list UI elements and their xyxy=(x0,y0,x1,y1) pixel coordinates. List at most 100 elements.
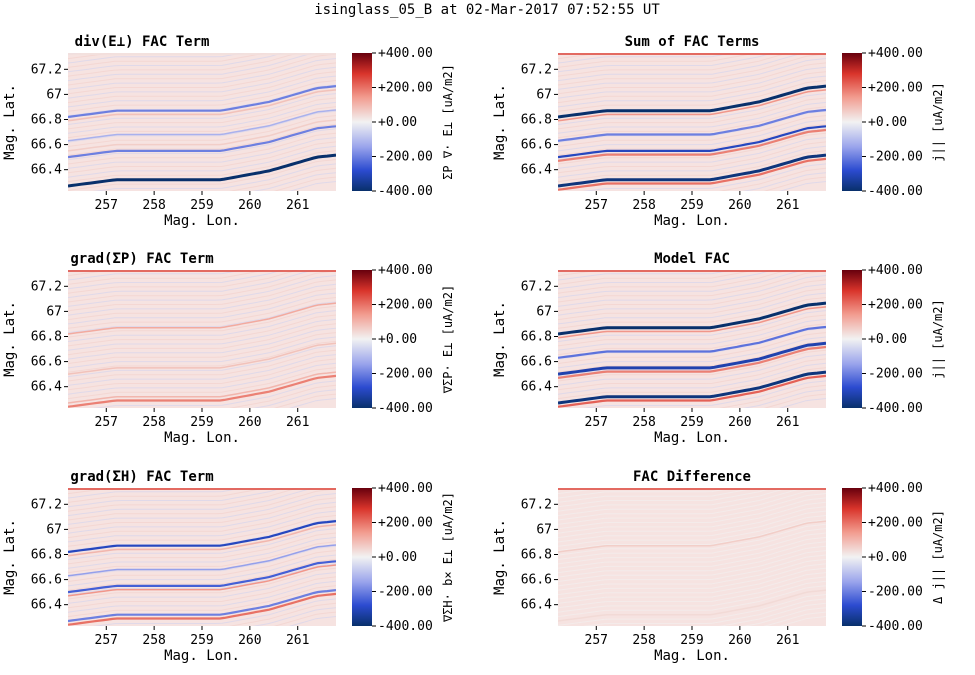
current-arc xyxy=(68,589,336,623)
y-tick-label: 66.8 xyxy=(31,112,62,127)
faint-arc xyxy=(558,93,826,125)
faint-arc xyxy=(558,58,826,90)
field-lines xyxy=(558,270,826,408)
faint-arc xyxy=(68,132,336,165)
colorbar-tick-label: +0.00 xyxy=(378,115,417,130)
faint-arc xyxy=(289,181,336,191)
colorbar-tick-label: -400.00 xyxy=(868,401,923,416)
edge-strip xyxy=(558,488,826,490)
field-lines xyxy=(68,488,336,626)
faint-arc xyxy=(68,318,336,351)
faint-arc xyxy=(68,488,315,517)
faint-arc xyxy=(68,501,336,534)
x-tick-label: 261 xyxy=(776,633,799,648)
faint-arc xyxy=(68,97,336,130)
current-arc xyxy=(558,345,826,379)
y-axis-label: Mag. Lat. xyxy=(492,301,508,377)
faint-arc xyxy=(68,75,336,108)
current-arc xyxy=(68,109,336,142)
faint-arc xyxy=(558,297,826,329)
faint-arc xyxy=(558,53,805,82)
faint-arc xyxy=(68,327,336,360)
y-tick-label: 67.2 xyxy=(521,497,552,512)
faint-arc xyxy=(68,297,336,329)
current-arc xyxy=(558,128,826,162)
current-arc xyxy=(558,125,826,159)
x-tick-label: 259 xyxy=(190,415,213,430)
faint-arc xyxy=(228,602,336,626)
faint-arc xyxy=(558,340,826,373)
faint-arc xyxy=(68,106,336,139)
edge-strip xyxy=(558,53,826,55)
colorbar-tick-label: +0.00 xyxy=(868,332,907,347)
faint-arc xyxy=(763,611,826,626)
current-arc xyxy=(68,342,336,375)
panels: div(E⊥) FAC Term 66.4 66.6 66.8 67 67.2 257 258… xyxy=(2,34,945,664)
y-tick-label: 66.4 xyxy=(521,598,552,613)
x-tick-label: 258 xyxy=(142,198,165,213)
faint-arc xyxy=(558,132,826,165)
faint-arc xyxy=(558,515,826,547)
faint-arc xyxy=(558,545,826,578)
plot-area xyxy=(68,53,336,191)
panel-title: FAC Difference xyxy=(633,469,751,485)
colorbar-tick-label: -200.00 xyxy=(378,585,433,600)
faint-arc xyxy=(558,510,826,543)
faint-arc xyxy=(68,515,336,547)
current-arc xyxy=(558,325,826,359)
faint-arc xyxy=(68,305,336,338)
faint-arc xyxy=(558,488,826,521)
current-arc xyxy=(558,306,826,339)
faint-arc xyxy=(558,123,826,156)
x-tick-label: 257 xyxy=(95,415,118,430)
faint-arc xyxy=(558,327,826,360)
faint-arc xyxy=(558,270,774,290)
faint-arc xyxy=(68,488,336,521)
faint-arc xyxy=(68,53,269,68)
faint-arc xyxy=(558,71,826,104)
y-tick-label: 67.2 xyxy=(31,62,62,77)
faint-arc xyxy=(68,123,336,156)
colorbar-label: j|| [uA/m2] xyxy=(931,299,945,378)
faint-arc xyxy=(68,270,336,303)
colorbar-tick-label: +200.00 xyxy=(378,81,433,96)
faint-arc xyxy=(558,541,826,574)
colorbar-tick-label: -400.00 xyxy=(378,401,433,416)
faint-arc xyxy=(68,283,336,316)
faint-arc xyxy=(558,567,826,600)
faint-arc xyxy=(558,580,826,613)
faint-arc xyxy=(558,488,805,517)
colorbar-tick-label: -400.00 xyxy=(378,619,433,634)
x-tick-label: 261 xyxy=(286,198,309,213)
faint-arc xyxy=(93,163,336,191)
faint-arc xyxy=(558,150,826,183)
faint-arc xyxy=(558,53,735,64)
faint-arc xyxy=(558,358,826,391)
y-tick-label: 66.6 xyxy=(521,573,552,588)
faint-arc xyxy=(252,389,336,408)
faint-arc xyxy=(558,119,826,152)
x-axis-label: Mag. Lon. xyxy=(164,648,240,664)
current-arc xyxy=(558,520,826,553)
current-arc xyxy=(68,560,336,594)
plot-area xyxy=(68,488,336,626)
current-arc xyxy=(68,119,336,152)
colorbar-tick-label: +0.00 xyxy=(378,332,417,347)
colorbar-tick-label: +400.00 xyxy=(868,481,923,496)
plot-area xyxy=(68,270,336,408)
colorbar-tick-label: -200.00 xyxy=(378,367,433,382)
x-tick-label: 260 xyxy=(238,415,261,430)
faint-arc xyxy=(93,598,336,626)
y-tick-label: 66.6 xyxy=(521,138,552,153)
faint-arc xyxy=(68,362,336,395)
faint-arc xyxy=(742,389,826,408)
faint-arc xyxy=(68,159,336,191)
x-tick-label: 258 xyxy=(142,415,165,430)
faint-arc xyxy=(558,354,826,386)
faint-arc xyxy=(68,80,336,112)
y-axis-label: Mag. Lat. xyxy=(492,84,508,160)
x-tick-label: 257 xyxy=(585,415,608,430)
x-axis-label: Mag. Lon. xyxy=(164,213,240,229)
faint-arc xyxy=(68,488,269,503)
x-tick-label: 260 xyxy=(238,633,261,648)
